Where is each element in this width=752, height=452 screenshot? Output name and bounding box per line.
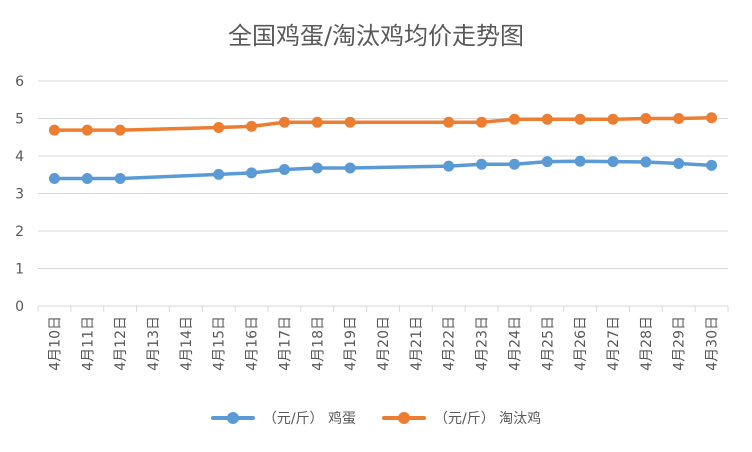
data-point-1-16 (574, 113, 586, 125)
data-point-1-2 (114, 124, 126, 136)
data-point-1-18 (640, 113, 652, 124)
legend-swatch-culled-hen (382, 411, 426, 425)
y-tick-label: 6 (15, 74, 24, 90)
x-tick-label: 4月26日 (573, 316, 589, 371)
x-tick-label: 4月22日 (442, 316, 458, 371)
x-tick-label: 4月24日 (507, 316, 523, 371)
data-point-0-2 (114, 173, 126, 184)
data-point-1-20 (706, 112, 718, 124)
data-point-0-13 (476, 158, 488, 170)
x-tick-label: 4月28日 (639, 316, 655, 371)
data-point-0-17 (607, 156, 619, 168)
legend-item-egg: （元/斤） 鸡蛋 (210, 408, 356, 428)
x-tick-label: 4月29日 (672, 316, 688, 371)
y-tick-label: 5 (15, 112, 24, 128)
data-point-0-9 (344, 162, 356, 174)
data-point-1-8 (311, 116, 323, 128)
x-tick-label: 4月10日 (47, 316, 63, 371)
x-tick-label: 4月12日 (113, 316, 129, 371)
y-tick-label: 1 (15, 262, 24, 278)
data-point-0-12 (443, 160, 455, 172)
data-point-0-5 (213, 168, 225, 180)
x-tick-label: 4月14日 (179, 316, 195, 371)
legend-swatch-egg (210, 411, 255, 425)
y-tick-label: 3 (15, 187, 24, 203)
data-point-0-6 (246, 167, 258, 179)
legend-label-culled-hen: （元/斤） 淘汰鸡 (434, 411, 542, 427)
data-point-1-14 (508, 113, 520, 125)
x-tick-label: 4月27日 (606, 316, 622, 371)
data-point-1-1 (81, 124, 93, 136)
chart-title: 全国鸡蛋/淘汰鸡均价走势图 (227, 22, 525, 50)
y-tick-label: 4 (15, 149, 24, 165)
data-point-1-0 (48, 124, 60, 136)
x-tick-label: 4月11日 (80, 316, 96, 371)
x-tick-label: 4月16日 (245, 316, 261, 371)
data-point-0-20 (706, 159, 718, 171)
x-tick-label: 4月21日 (409, 316, 425, 371)
data-point-1-6 (246, 120, 258, 132)
legend: （元/斤） 鸡蛋 （元/斤） 淘汰鸡 (0, 408, 752, 428)
data-point-1-9 (344, 116, 356, 128)
y-tick-label: 2 (15, 224, 24, 240)
x-tick-label: 4月15日 (212, 316, 228, 371)
x-tick-label: 4月18日 (310, 316, 326, 371)
data-point-1-15 (541, 113, 553, 125)
x-tick-label: 4月30日 (705, 316, 721, 371)
data-point-0-18 (640, 156, 652, 168)
x-tick-label: 4月20日 (376, 316, 392, 371)
data-point-0-8 (311, 162, 323, 174)
x-tick-label: 4月17日 (277, 316, 293, 371)
legend-label-egg: （元/斤） 鸡蛋 (262, 411, 356, 427)
data-point-0-19 (673, 158, 685, 169)
data-point-1-7 (278, 116, 290, 128)
data-point-0-15 (541, 156, 553, 168)
x-tick-label: 4月25日 (540, 316, 556, 371)
data-point-1-17 (607, 113, 619, 125)
x-tick-label: 4月13日 (146, 316, 162, 371)
data-point-0-16 (574, 155, 586, 167)
y-tick-label: 0 (15, 299, 24, 315)
data-point-0-7 (278, 164, 290, 175)
data-point-0-14 (508, 158, 520, 170)
data-point-1-19 (673, 113, 685, 124)
legend-item-culled-hen: （元/斤） 淘汰鸡 (382, 408, 541, 428)
data-point-1-12 (443, 116, 455, 128)
data-point-0-1 (81, 173, 93, 184)
x-tick-label: 4月23日 (475, 316, 491, 371)
x-tick-label: 4月19日 (343, 316, 359, 371)
data-point-1-13 (476, 116, 488, 128)
data-point-0-0 (48, 173, 60, 184)
data-point-1-5 (213, 122, 225, 133)
